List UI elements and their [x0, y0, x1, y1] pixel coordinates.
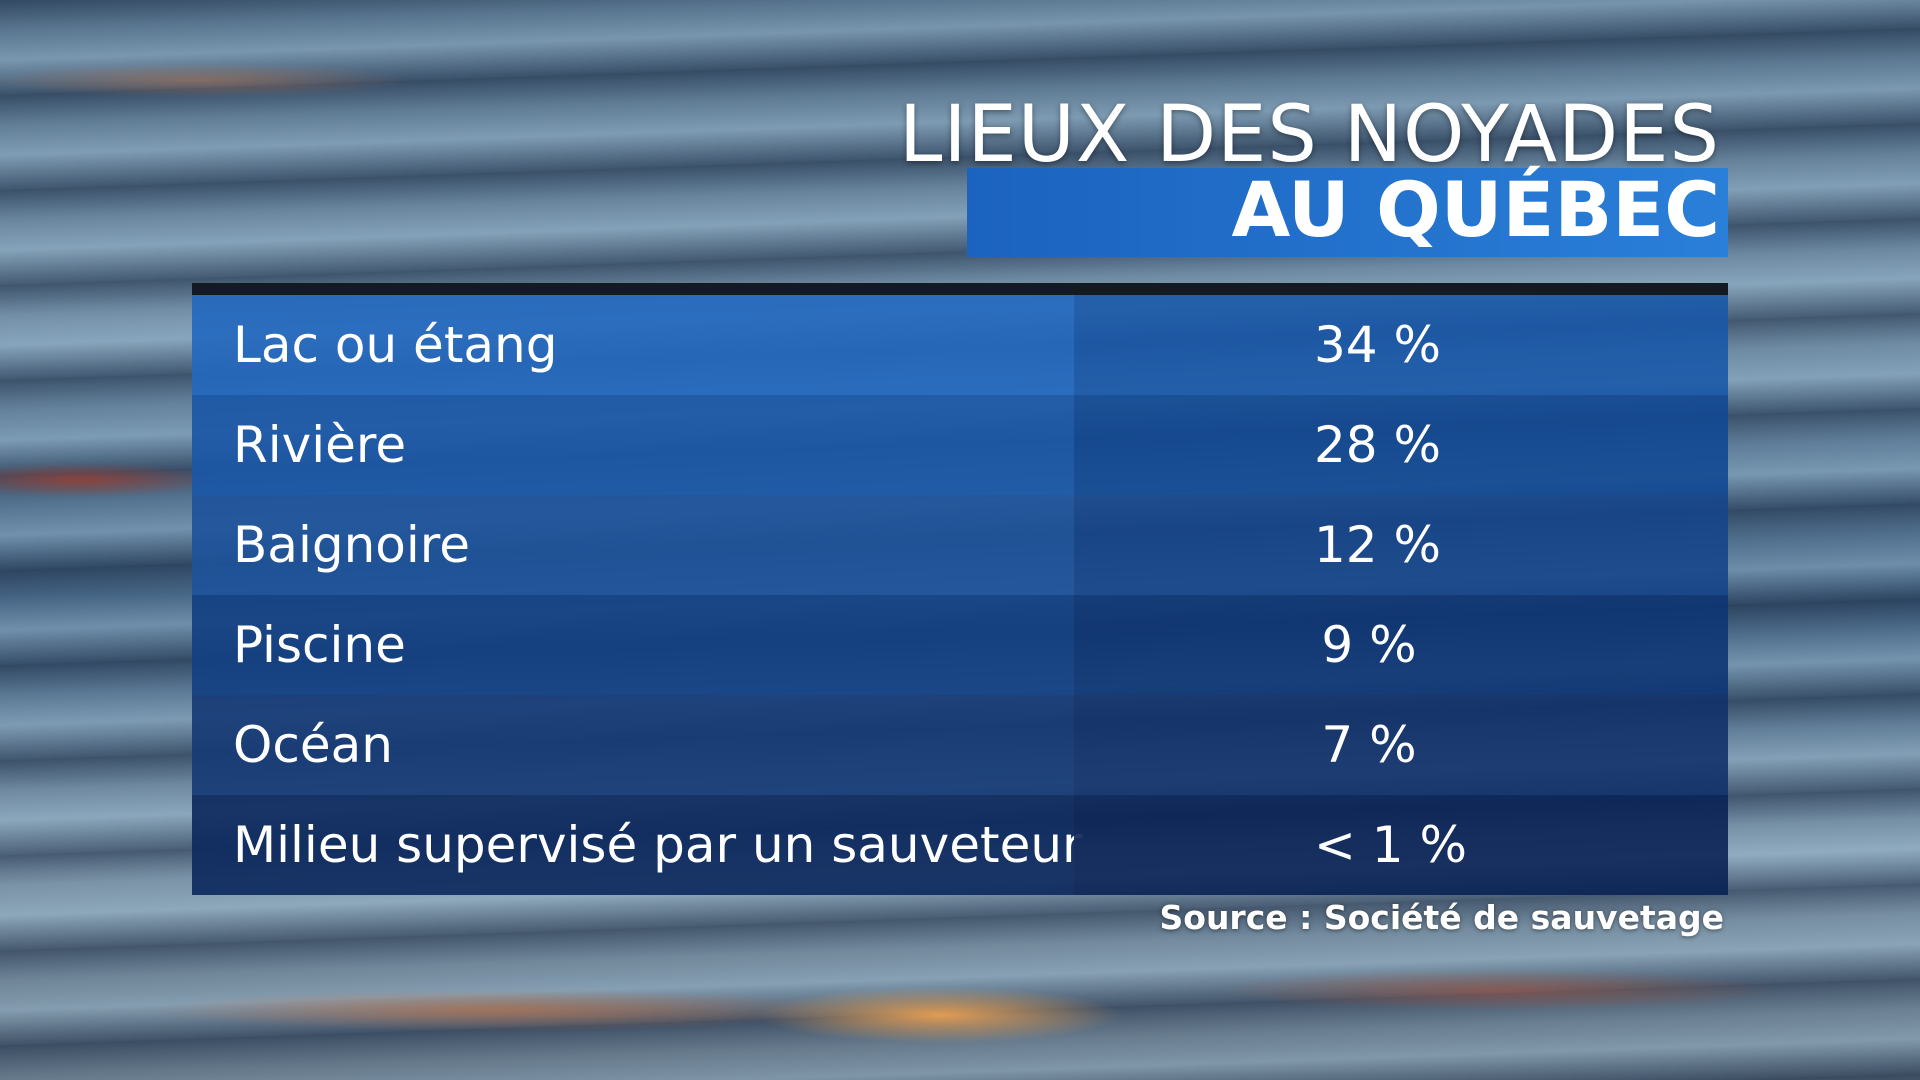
table-row: Lac ou étang 34 %: [192, 295, 1728, 395]
value-cell: 28 %: [1074, 395, 1728, 495]
table-row: Océan 7 %: [192, 695, 1728, 795]
title: LIEUX DES NOYADES: [899, 90, 1720, 180]
label-cell: Piscine: [192, 595, 1074, 695]
label-cell: Baignoire: [192, 495, 1074, 595]
value-text: 9 %: [1321, 616, 1417, 674]
table-top-bar: [192, 283, 1728, 295]
value-text: 7 %: [1321, 716, 1417, 774]
subtitle: AU QUÉBEC: [1231, 165, 1720, 254]
title-band: [967, 168, 1728, 257]
value-cell: 7 %: [1074, 695, 1728, 795]
table-row: Rivière 28 %: [192, 395, 1728, 495]
table-row: Baignoire 12 %: [192, 495, 1728, 595]
table: Lac ou étang 34 % Rivière 28 % Baignoire 12 %…: [192, 295, 1728, 895]
value-cell: 12 %: [1074, 495, 1728, 595]
value-cell: 9 %: [1074, 595, 1728, 695]
table-row: Milieu supervisé par un sauveteur < 1 %: [192, 795, 1728, 895]
value-cell: < 1 %: [1074, 795, 1728, 895]
label-cell: Rivière: [192, 395, 1074, 495]
value-text: 34 %: [1314, 316, 1442, 374]
value-text: 12 %: [1314, 516, 1442, 574]
table-row: Piscine 9 %: [192, 595, 1728, 695]
source: Source : Société de sauvetage: [1159, 898, 1725, 937]
label-cell: Lac ou étang: [192, 295, 1074, 395]
label-cell: Océan: [192, 695, 1074, 795]
value-text: < 1 %: [1314, 816, 1468, 874]
value-cell: 34 %: [1074, 295, 1728, 395]
value-text: 28 %: [1314, 416, 1442, 474]
label-cell: Milieu supervisé par un sauveteur: [192, 795, 1083, 895]
